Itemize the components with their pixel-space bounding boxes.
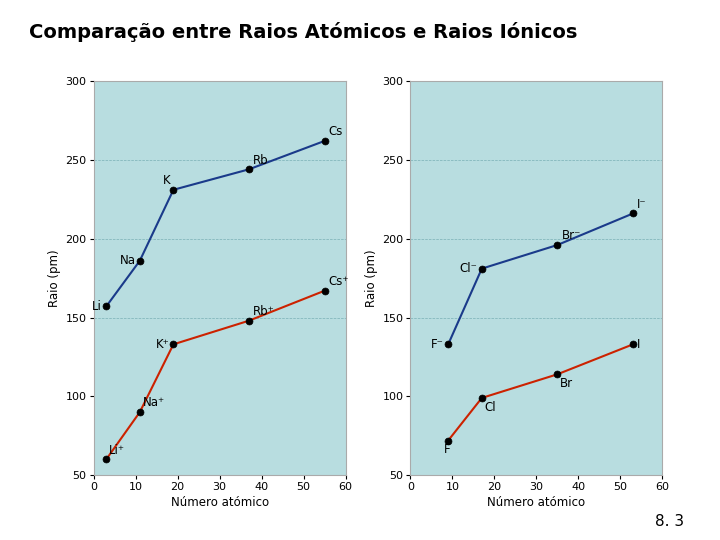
Text: Cs: Cs [329, 125, 343, 138]
X-axis label: Número atómico: Número atómico [171, 496, 269, 509]
Text: Li: Li [92, 300, 102, 313]
Text: Cs⁺: Cs⁺ [329, 275, 349, 288]
Text: K⁺: K⁺ [156, 338, 169, 351]
Text: Rb⁺: Rb⁺ [253, 305, 275, 318]
Text: Li⁺: Li⁺ [109, 444, 125, 457]
Y-axis label: Raio (pm): Raio (pm) [48, 249, 61, 307]
Text: Rb: Rb [253, 153, 269, 166]
Text: Cl⁻: Cl⁻ [460, 262, 477, 275]
Text: I: I [637, 338, 641, 351]
Text: I⁻: I⁻ [637, 198, 647, 211]
Text: K: K [163, 174, 171, 187]
Text: Cl: Cl [485, 401, 496, 414]
Y-axis label: Raio (pm): Raio (pm) [365, 249, 378, 307]
Text: F⁻: F⁻ [431, 338, 444, 351]
Text: Br: Br [560, 377, 573, 390]
Text: Na: Na [120, 254, 135, 267]
Text: Br⁻: Br⁻ [562, 229, 581, 242]
Text: Na⁺: Na⁺ [143, 396, 165, 409]
Text: 8. 3: 8. 3 [655, 514, 684, 529]
X-axis label: Número atómico: Número atómico [487, 496, 585, 509]
Text: Comparação entre Raios Atómicos e Raios Iónicos: Comparação entre Raios Atómicos e Raios … [29, 22, 577, 42]
Text: F: F [444, 443, 451, 456]
